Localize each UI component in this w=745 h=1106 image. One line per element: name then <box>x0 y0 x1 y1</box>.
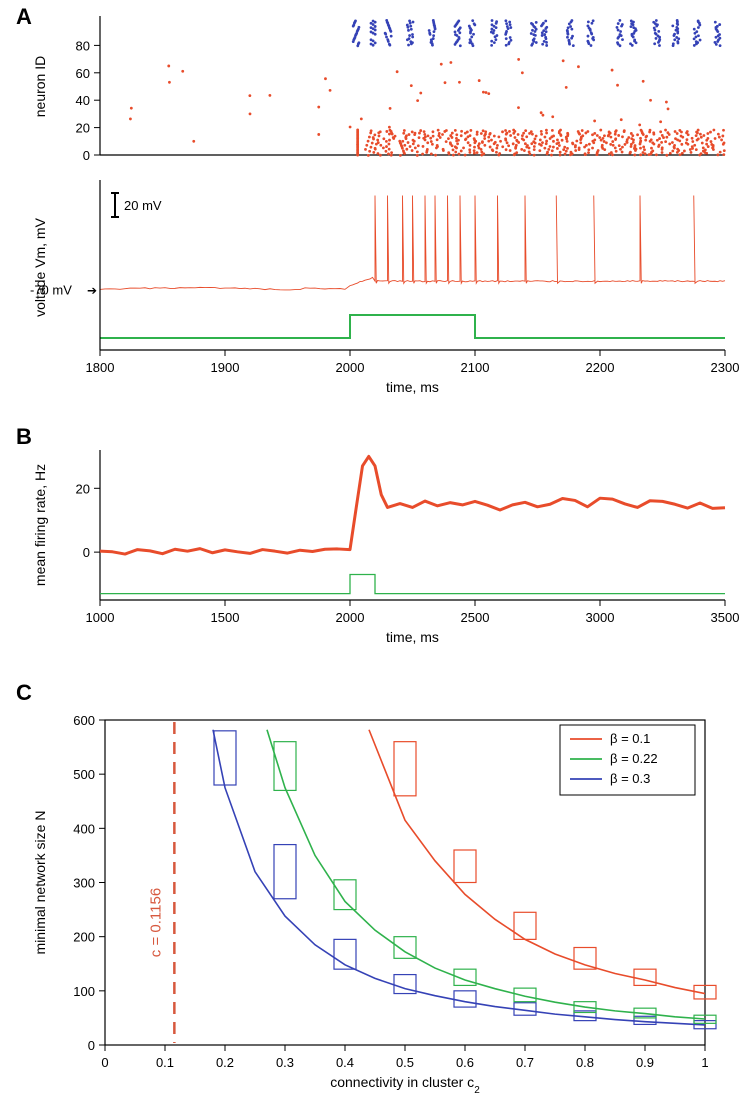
svg-text:1000: 1000 <box>86 610 115 625</box>
svg-text:minimal network size N: minimal network size N <box>32 811 48 955</box>
svg-text:➔: ➔ <box>87 284 97 298</box>
svg-text:3000: 3000 <box>586 610 615 625</box>
svg-text:0.9: 0.9 <box>636 1055 654 1070</box>
svg-text:20: 20 <box>76 121 90 136</box>
svg-text:β = 0.1: β = 0.1 <box>610 731 650 746</box>
svg-text:time, ms: time, ms <box>386 629 439 645</box>
svg-text:0.4: 0.4 <box>336 1055 354 1070</box>
svg-text:3500: 3500 <box>711 610 740 625</box>
svg-text:0.2: 0.2 <box>216 1055 234 1070</box>
svg-text:neuron ID: neuron ID <box>32 56 48 117</box>
svg-text:0.7: 0.7 <box>516 1055 534 1070</box>
svg-text:0: 0 <box>101 1055 108 1070</box>
svg-text:500: 500 <box>73 767 95 782</box>
svg-text:β = 0.3: β = 0.3 <box>610 771 650 786</box>
svg-text:0.8: 0.8 <box>576 1055 594 1070</box>
svg-text:2000: 2000 <box>336 360 365 375</box>
svg-text:400: 400 <box>73 821 95 836</box>
svg-text:mean firing rate, Hz: mean firing rate, Hz <box>32 464 48 586</box>
svg-text:300: 300 <box>73 876 95 891</box>
svg-text:1900: 1900 <box>211 360 240 375</box>
svg-text:2500: 2500 <box>461 610 490 625</box>
figure-svg: 0 20 40 60 80 neuron ID voltade Vm, mV 20 mV -70… <box>0 0 745 1106</box>
svg-text:600: 600 <box>73 713 95 728</box>
svg-text:0.5: 0.5 <box>396 1055 414 1070</box>
svg-text:2200: 2200 <box>586 360 615 375</box>
svg-text:1: 1 <box>701 1055 708 1070</box>
svg-text:20: 20 <box>76 481 90 496</box>
svg-text:connectivity in cluster c2: connectivity in cluster c2 <box>330 1074 480 1096</box>
svg-text:time, ms: time, ms <box>386 379 439 395</box>
svg-text:200: 200 <box>73 930 95 945</box>
svg-text:0.3: 0.3 <box>276 1055 294 1070</box>
svg-text:0: 0 <box>83 545 90 560</box>
svg-text:c = 0.1156: c = 0.1156 <box>147 888 164 957</box>
svg-text:2300: 2300 <box>711 360 740 375</box>
svg-text:80: 80 <box>76 38 90 53</box>
svg-text:β = 0.22: β = 0.22 <box>610 751 658 766</box>
svg-text:0.1: 0.1 <box>156 1055 174 1070</box>
svg-text:20 mV: 20 mV <box>124 198 162 213</box>
svg-text:voltade Vm, mV: voltade Vm, mV <box>32 217 48 316</box>
svg-text:40: 40 <box>76 93 90 108</box>
svg-text:2000: 2000 <box>336 610 365 625</box>
svg-text:100: 100 <box>73 984 95 999</box>
svg-text:60: 60 <box>76 66 90 81</box>
svg-text:0: 0 <box>83 148 90 163</box>
svg-text:-70 mV: -70 mV <box>30 283 72 298</box>
svg-text:1800: 1800 <box>86 360 115 375</box>
svg-text:0.6: 0.6 <box>456 1055 474 1070</box>
svg-text:2100: 2100 <box>461 360 490 375</box>
svg-text:1500: 1500 <box>211 610 240 625</box>
svg-text:0: 0 <box>88 1038 95 1053</box>
